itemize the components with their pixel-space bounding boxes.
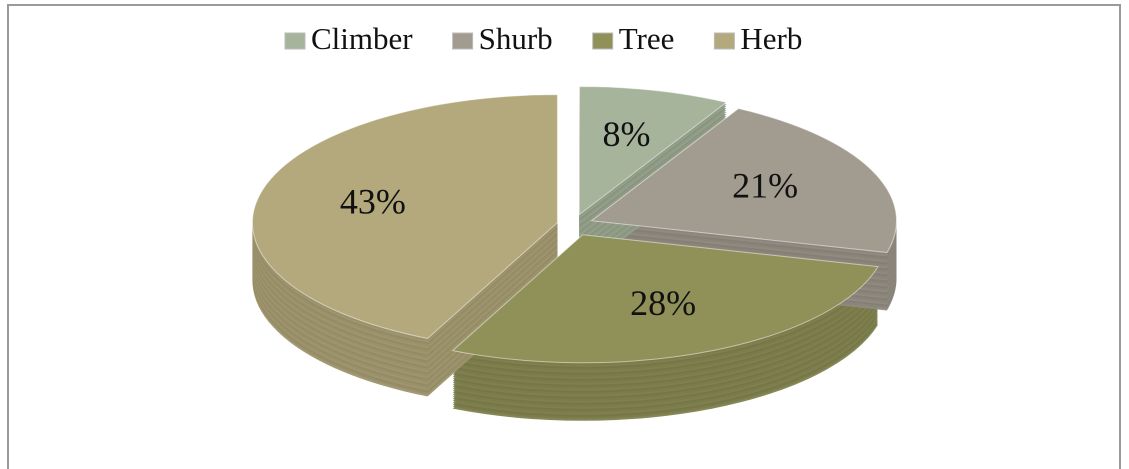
legend-swatch bbox=[452, 32, 474, 50]
value-label: 28% bbox=[630, 283, 696, 323]
value-label: 43% bbox=[340, 182, 406, 222]
slice bbox=[590, 108, 897, 254]
legend: Climber Shurb Tree Herb bbox=[284, 21, 802, 56]
legend-swatch bbox=[284, 32, 306, 50]
legend-swatch bbox=[713, 32, 735, 50]
legend-swatch bbox=[592, 32, 614, 50]
slice bbox=[578, 86, 728, 216]
slice bbox=[251, 94, 558, 340]
legend-label: Climber bbox=[311, 21, 413, 56]
slice bbox=[451, 234, 879, 364]
legend-label: Shurb bbox=[479, 21, 553, 56]
value-label: 21% bbox=[732, 165, 798, 205]
legend-label: Herb bbox=[740, 21, 802, 56]
value-label: 8% bbox=[603, 114, 651, 154]
legend-label: Tree bbox=[619, 21, 675, 56]
